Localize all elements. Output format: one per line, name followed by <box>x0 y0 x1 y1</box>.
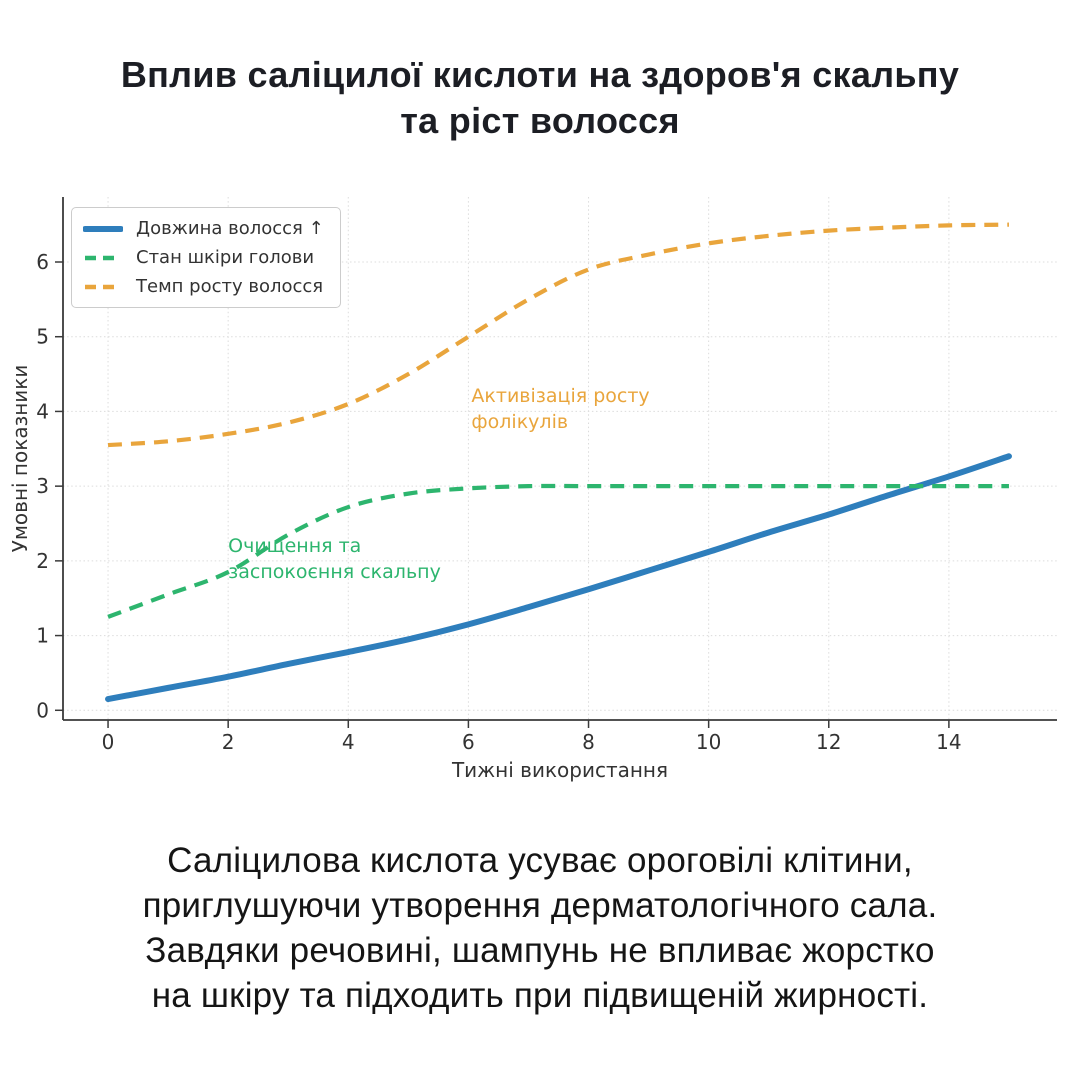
x-tick-label: 6 <box>462 730 475 754</box>
page-title-line1: Вплив саліцилої кислоти на здоров'я скал… <box>120 54 960 95</box>
description-text: Саліцилова кислота усуває ороговілі кліт… <box>142 841 938 1015</box>
legend-item-label: Стан шкіри голови <box>136 247 315 268</box>
y-tick-label: 4 <box>36 399 49 423</box>
legend-line-sample-icon <box>85 284 121 289</box>
y-tick-label: 2 <box>36 549 49 573</box>
page-title: Вплив саліцилої кислоти на здоров'я скал… <box>0 52 1080 144</box>
chart-annotation-follicle-growth: Активізація росту фолікулів <box>471 385 650 434</box>
x-tick-label: 4 <box>342 730 355 754</box>
chart-annotation-scalp-soothing: Очищення та заспокоєння скальпу <box>228 535 441 584</box>
y-tick-label: 0 <box>36 698 49 722</box>
legend-line-sample-icon <box>83 225 123 232</box>
legend-item-label: Темп росту волосся <box>136 276 324 297</box>
x-tick-label: 14 <box>936 730 961 754</box>
legend-item-scalp-skin: Стан шкіри голови <box>83 247 324 268</box>
legend-item-label: Довжина волосся ↑ <box>136 218 324 239</box>
legend-item-hair-length: Довжина волосся ↑ <box>83 218 324 239</box>
legend-item-growth-rate: Темп росту волосся <box>83 276 324 297</box>
x-tick-label: 12 <box>816 730 841 754</box>
y-tick-label: 1 <box>36 624 49 648</box>
y-tick-label: 6 <box>36 250 49 274</box>
chart-container: 0 2 4 6 8 10 12 14 0 1 2 3 4 5 6 Тижні використання Умов… <box>0 190 1080 790</box>
y-axis-label: Умовні показники <box>8 365 32 553</box>
x-axis-label: Тижні використання <box>451 758 668 782</box>
chart-legend: Довжина волосся ↑ Стан шкіри голови Темп… <box>71 207 341 308</box>
series-line-1 <box>107 483 1009 619</box>
x-tick-label: 8 <box>582 730 595 754</box>
y-tick-label: 5 <box>36 325 49 349</box>
series-line-0 <box>105 453 1012 703</box>
x-tick-label: 2 <box>222 730 235 754</box>
legend-line-sample-icon <box>85 255 121 260</box>
x-tick-label: 0 <box>102 730 115 754</box>
y-tick-label: 3 <box>36 474 49 498</box>
series-line-2 <box>107 222 1009 448</box>
x-tick-label: 10 <box>696 730 721 754</box>
page-title-line2: та ріст волосся <box>400 100 680 141</box>
